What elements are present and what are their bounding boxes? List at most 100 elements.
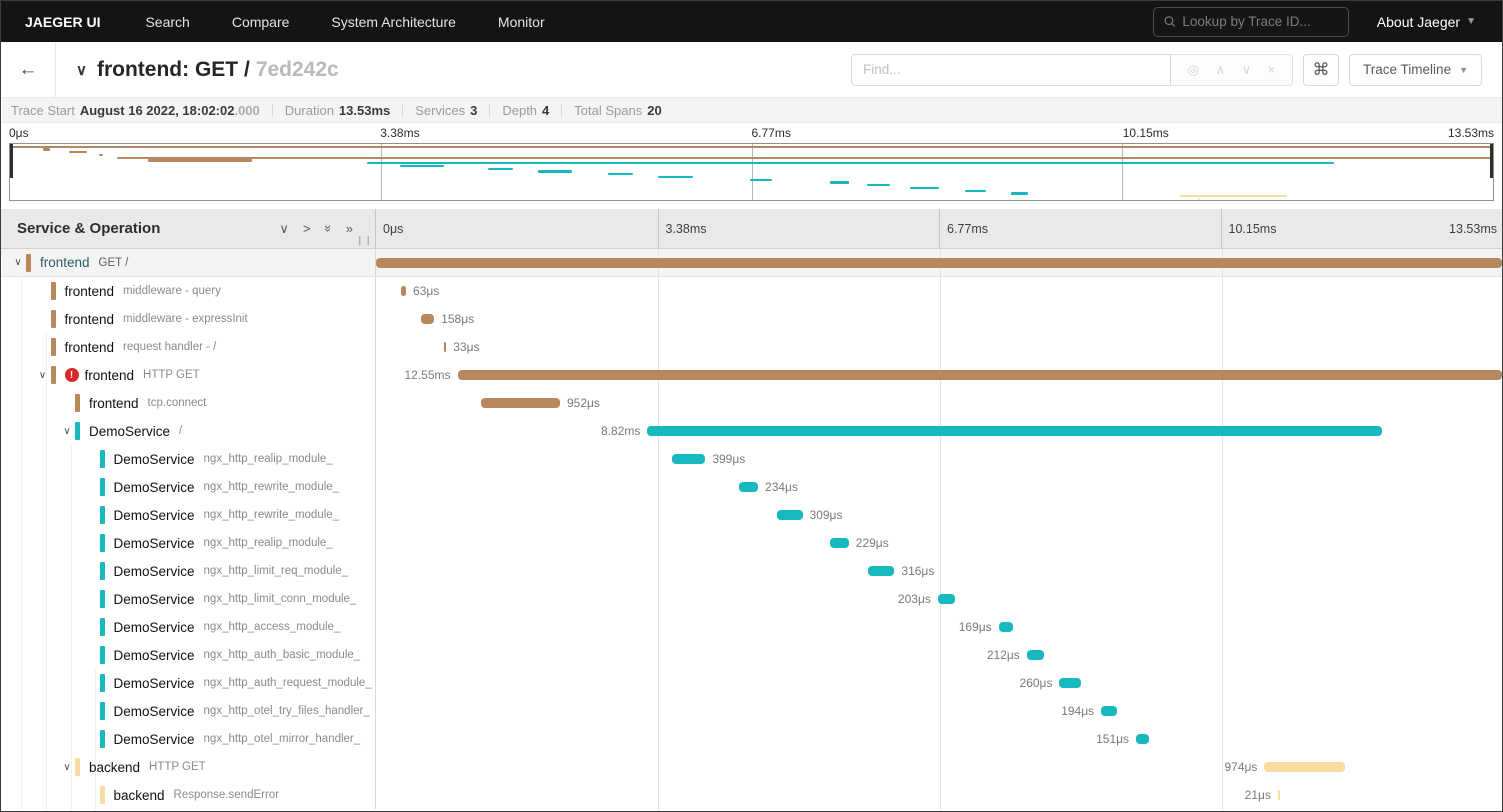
span-duration-bar[interactable]: 260μs [1020,676,1082,690]
span-tree-cell[interactable]: DemoService ngx_http_otel_mirror_handler_ [1,725,376,753]
timeline-minimap[interactable]: 0μs 3.38ms 6.77ms 10.15ms 13.53ms [1,123,1502,209]
span-duration-bar[interactable]: 952μs [480,396,600,410]
span-duration-bar[interactable]: 8.82ms [601,424,1382,438]
span-timeline-cell[interactable]: 212μs [376,641,1502,669]
span-duration-bar[interactable]: 203μs [898,592,955,606]
prev-result-icon[interactable]: ∧ [1215,61,1226,77]
span-tree-cell[interactable]: DemoService ngx_http_otel_try_files_handl… [1,697,376,725]
span-timeline-cell[interactable]: 316μs [376,557,1502,585]
span-row[interactable]: DemoService ngx_http_otel_try_files_handl… [1,697,1502,725]
span-row[interactable]: DemoService ngx_http_limit_conn_module_ 20… [1,585,1502,613]
span-duration-bar[interactable]: 316μs [868,564,934,578]
collapse-span-icon[interactable]: ∨ [14,257,22,268]
span-duration-bar[interactable]: 63μs [400,284,439,298]
collapse-span-icon[interactable]: ∨ [38,369,47,381]
span-duration-bar[interactable]: 234μs [738,480,798,494]
span-row[interactable]: DemoService ngx_http_otel_mirror_handler_… [1,725,1502,753]
span-tree-cell[interactable]: ∨ backend HTTP GET [1,753,376,781]
span-tree-cell[interactable]: ∨ DemoService / [1,417,376,445]
span-duration-bar[interactable]: 309μs [776,508,842,522]
span-tree-cell[interactable]: frontend tcp.connect [1,389,376,417]
span-timeline-cell[interactable]: 63μs [376,277,1502,305]
span-duration-bar[interactable]: 21μs [1245,788,1280,802]
find-input[interactable] [851,53,1172,86]
minimap-left-handle[interactable] [10,144,13,178]
span-row[interactable]: ∨ frontend GET / 13.53ms [1,249,1502,277]
span-duration-bar[interactable]: 13.53ms [376,258,1502,268]
span-tree-cell[interactable]: ∨ frontend GET / [1,249,376,276]
span-tree-cell[interactable]: DemoService ngx_http_auth_basic_module_ [1,641,376,669]
next-result-icon[interactable]: ∨ [1241,61,1252,77]
span-timeline-cell[interactable]: 33μs [376,333,1502,361]
span-tree-cell[interactable]: frontend middleware - expressInit [1,305,376,333]
span-tree-cell[interactable]: DemoService ngx_http_access_module_ [1,613,376,641]
span-row[interactable]: DemoService ngx_http_auth_request_module_… [1,669,1502,697]
focus-icon[interactable]: ◎ [1187,61,1199,77]
span-timeline-cell[interactable]: 974μs [376,753,1502,781]
expand-one-icon[interactable]: > [302,221,311,236]
span-row[interactable]: backend Response.sendError 21μs [1,781,1502,809]
minimap-canvas[interactable] [9,143,1494,201]
span-row[interactable]: DemoService ngx_http_rewrite_module_ 234μs [1,473,1502,501]
span-row[interactable]: ∨ DemoService / 8.82ms [1,417,1502,445]
span-row[interactable]: DemoService ngx_http_auth_basic_module_ 21… [1,641,1502,669]
span-timeline-cell[interactable]: 234μs [376,473,1502,501]
span-tree-cell[interactable]: DemoService ngx_http_limit_conn_module_ [1,585,376,613]
span-timeline-cell[interactable]: 158μs [376,305,1502,333]
nav-item-monitor[interactable]: Monitor [497,13,545,30]
span-timeline-cell[interactable]: 8.82ms [376,417,1502,445]
trace-view-selector[interactable]: Trace Timeline ▼ [1349,53,1482,86]
span-duration-bar[interactable]: 399μs [672,452,745,466]
brand-logo[interactable]: JAEGER UI [25,13,101,30]
span-tree-cell[interactable]: ∨! frontend HTTP GET [1,361,376,389]
span-timeline-cell[interactable]: 203μs [376,585,1502,613]
span-timeline-cell[interactable]: 229μs [376,529,1502,557]
span-timeline-cell[interactable]: 309μs [376,501,1502,529]
trace-id-lookup[interactable] [1152,6,1349,37]
expand-all-icon[interactable]: » [345,221,353,236]
span-timeline-cell[interactable]: 169μs [376,613,1502,641]
span-duration-bar[interactable]: 33μs [443,340,480,354]
span-duration-bar[interactable]: 169μs [959,620,1013,634]
span-tree-cell[interactable]: DemoService ngx_http_rewrite_module_ [1,473,376,501]
span-duration-bar[interactable]: 229μs [829,536,889,550]
collapse-span-icon[interactable]: ∨ [63,761,71,773]
span-timeline-cell[interactable]: 399μs [376,445,1502,473]
trace-id-input[interactable] [1182,14,1338,29]
span-timeline-cell[interactable]: 12.55ms [376,361,1502,389]
span-duration-bar[interactable]: 194μs [1061,704,1118,718]
collapse-header-icon[interactable]: ∨ [76,61,87,79]
collapse-span-icon[interactable]: ∨ [63,425,71,437]
collapse-one-icon[interactable]: ∨ [279,220,289,236]
span-tree-cell[interactable]: DemoService ngx_http_realip_module_ [1,529,376,557]
span-tree-cell[interactable]: backend Response.sendError [1,781,376,809]
clear-find-icon[interactable]: × [1267,62,1276,77]
span-row[interactable]: frontend middleware - expressInit 158μs [1,305,1502,333]
span-row[interactable]: frontend request handler - / 33μs [1,333,1502,361]
span-row[interactable]: DemoService ngx_http_access_module_ 169μs [1,613,1502,641]
span-row[interactable]: DemoService ngx_http_rewrite_module_ 309μs [1,501,1502,529]
span-tree-cell[interactable]: DemoService ngx_http_limit_req_module_ [1,557,376,585]
span-duration-bar[interactable]: 12.55ms [404,368,1502,382]
span-row[interactable]: DemoService ngx_http_realip_module_ 229μs [1,529,1502,557]
span-timeline-cell[interactable]: 151μs [376,725,1502,753]
span-row[interactable]: ∨! frontend HTTP GET 12.55ms [1,361,1502,389]
span-tree-cell[interactable]: DemoService ngx_http_auth_request_module_ [1,669,376,697]
nav-item-compare[interactable]: Compare [231,13,290,30]
back-button[interactable]: ← [1,42,56,97]
span-tree-cell[interactable]: DemoService ngx_http_rewrite_module_ [1,501,376,529]
span-timeline-cell[interactable]: 21μs [376,781,1502,809]
span-duration-bar[interactable]: 974μs [1224,760,1346,774]
nav-item-system-architecture[interactable]: System Architecture [331,13,456,30]
column-resizer[interactable]: ❙❙ [355,235,373,245]
span-duration-bar[interactable]: 151μs [1096,732,1149,746]
span-row[interactable]: frontend tcp.connect 952μs [1,389,1502,417]
span-duration-bar[interactable]: 212μs [987,648,1045,662]
span-timeline-cell[interactable]: 13.53ms [376,249,1502,276]
span-tree-cell[interactable]: DemoService ngx_http_realip_module_ [1,445,376,473]
span-row[interactable]: frontend middleware - query 63μs [1,277,1502,305]
span-row[interactable]: ∨ backend HTTP GET 974μs [1,753,1502,781]
span-row[interactable]: DemoService ngx_http_limit_req_module_ 316… [1,557,1502,585]
keyboard-shortcuts-button[interactable]: ⌘ [1303,53,1340,86]
nav-item-search[interactable]: Search [145,13,190,30]
